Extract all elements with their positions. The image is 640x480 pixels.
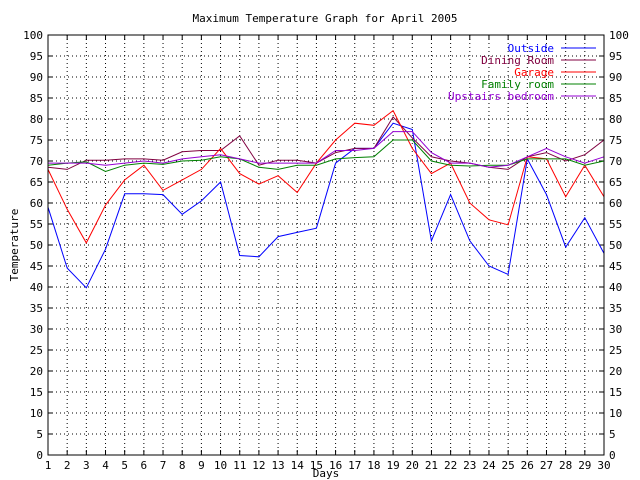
y-tick-label-right: 70 [609,155,622,168]
y-tick-label: 35 [30,302,43,315]
y-tick-label-right: 65 [609,176,622,189]
y-tick-label: 20 [30,365,43,378]
x-tick-label: 17 [348,459,361,472]
series-line-dining-room [47,116,605,170]
y-tick-label-right: 45 [609,260,622,273]
x-tick-label: 14 [291,459,305,472]
y-tick-label: 80 [30,113,43,126]
x-tick-label: 6 [141,459,148,472]
y-tick-label-right: 40 [609,281,622,294]
legend-label-dining-room: Dining Room [481,54,554,67]
y-tick-label-right: 15 [609,386,622,399]
y-tick-label: 95 [30,50,43,63]
x-axis-title: Days [313,467,340,480]
y-tick-label: 45 [30,260,43,273]
y-tick-label-right: 25 [609,344,622,357]
x-tick-label: 29 [578,459,591,472]
y-tick-label-right: 50 [609,239,622,252]
y-tick-label-right: 60 [609,197,622,210]
y-tick-label: 85 [30,92,43,105]
y-tick-label-right: 20 [609,365,622,378]
legend-label-outside: Outside [508,42,554,55]
y-tick-label: 25 [30,344,43,357]
x-tick-label: 18 [367,459,380,472]
x-tick-label: 11 [233,459,246,472]
x-tick-label: 15 [310,459,323,472]
x-axis-labels: 1 2 3 4 5 6 7 8 9 10 11 12 13 14 15 16 17 18 19 20 21 22 23 24 2… [45,459,611,472]
x-tick-label: 21 [425,459,438,472]
x-tick-label: 30 [597,459,610,472]
y-tick-label: 75 [30,134,43,147]
x-tick-label: 8 [179,459,186,472]
y-tick-label: 90 [30,71,43,84]
x-tick-label: 19 [386,459,399,472]
y-tick-label: 100 [23,29,43,42]
y-tick-label: 0 [36,449,43,462]
y-tick-label-right: 5 [609,428,616,441]
y-tick-label: 50 [30,239,43,252]
x-tick-label: 10 [214,459,227,472]
y-tick-label-right: 10 [609,407,622,420]
y-tick-label: 40 [30,281,43,294]
y-tick-label: 30 [30,323,43,336]
legend-label-upstairs-bedroom: Upstairs bedroom [448,90,554,103]
x-tick-label: 23 [463,459,476,472]
y-tick-label: 5 [36,428,43,441]
x-tick-label: 7 [160,459,167,472]
y-tick-label: 65 [30,176,43,189]
y-tick-label-right: 30 [609,323,622,336]
y-tick-label-right: 75 [609,134,622,147]
x-tick-label: 2 [64,459,71,472]
x-tick-label: 27 [540,459,553,472]
y-tick-label-right: 85 [609,92,622,105]
x-tick-label: 12 [252,459,265,472]
legend-label-garage: Garage [514,66,554,79]
x-tick-label: 25 [502,459,515,472]
x-tick-label: 22 [444,459,457,472]
series-line-upstairs-bedroom [48,131,605,168]
x-tick-label: 4 [102,459,109,472]
y-tick-label-right: 35 [609,302,622,315]
y-tick-label-right: 0 [609,449,616,462]
y-tick-label-right: 95 [609,50,622,63]
x-tick-label: 13 [271,459,284,472]
plot-frame [47,34,605,456]
x-tick-label: 9 [198,459,205,472]
series-line-family-room [47,139,605,173]
y-axis-right-labels: 0 5 10 15 20 25 30 35 40 45 50 55 60 65 70 75 80 85 90 95 10… [609,29,629,462]
x-tick-label: 28 [559,459,572,472]
y-tick-label-right: 55 [609,218,622,231]
x-tick-label: 16 [329,459,342,472]
y-tick-label: 70 [30,155,43,168]
series-line-outside [47,122,605,289]
y-tick-label: 60 [30,197,43,210]
y-axis-left-labels: 0 5 10 15 20 25 30 35 40 45 50 55 60 65 70 75 80 85 90 95 10… [23,29,43,462]
x-tick-label: 24 [482,459,496,472]
y-tick-label-right: 100 [609,29,629,42]
x-tick-label: 3 [83,459,90,472]
series-lines [47,109,605,289]
y-tick-label: 10 [30,407,43,420]
x-tick-label: 1 [45,459,52,472]
x-tick-label: 26 [521,459,534,472]
tick-marks [47,34,605,456]
x-tick-label: 5 [121,459,128,472]
y-tick-label-right: 80 [609,113,622,126]
y-axis-title: Temperature [8,209,21,282]
series-line-garage [47,109,605,244]
legend-label-family-room: Family room [481,78,554,91]
x-tick-label: 20 [406,459,419,472]
y-tick-label-right: 90 [609,71,622,84]
chart-title: Maximum Temperature Graph for April 2005 [193,12,458,25]
y-tick-label: 55 [30,218,43,231]
y-tick-label: 15 [30,386,43,399]
